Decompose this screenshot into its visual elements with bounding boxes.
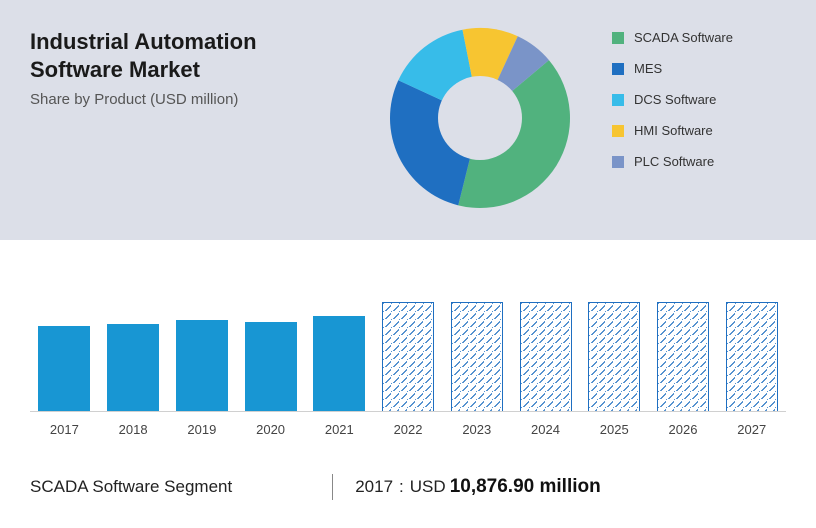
legend-label: PLC Software — [634, 154, 714, 169]
x-axis-label: 2027 — [717, 412, 786, 442]
bar-slot — [511, 272, 580, 412]
x-axis-label: 2018 — [99, 412, 168, 442]
bar — [176, 320, 228, 412]
bar — [382, 302, 434, 412]
legend-swatch — [612, 63, 624, 75]
bar-slot — [374, 272, 443, 412]
bar — [313, 316, 365, 412]
x-axis-label: 2023 — [442, 412, 511, 442]
legend-item: DCS Software — [612, 92, 733, 107]
title-block: Industrial Automation Software Market Sh… — [30, 28, 350, 108]
bar — [588, 302, 640, 412]
legend-swatch — [612, 32, 624, 44]
bar-slot — [649, 272, 718, 412]
legend-item: SCADA Software — [612, 30, 733, 45]
bar-slot — [167, 272, 236, 412]
bar-slot — [30, 272, 99, 412]
bar-slot — [580, 272, 649, 412]
bar — [245, 322, 297, 412]
stat-value: 10,876.90 million — [450, 476, 601, 498]
legend-label: HMI Software — [634, 123, 713, 138]
footer-row: SCADA Software Segment 2017 : USD 10,876… — [30, 474, 786, 500]
bottom-panel: 2017201820192020202120222023202420252026… — [0, 240, 816, 528]
top-panel: Industrial Automation Software Market Sh… — [0, 0, 816, 240]
legend-swatch — [612, 125, 624, 137]
bar — [657, 302, 709, 412]
x-axis-label: 2020 — [236, 412, 305, 442]
legend-item: PLC Software — [612, 154, 733, 169]
bar — [726, 302, 778, 412]
x-axis-label: 2024 — [511, 412, 580, 442]
legend-swatch — [612, 156, 624, 168]
legend-label: MES — [634, 61, 662, 76]
bar-slot — [717, 272, 786, 412]
x-axis-label: 2025 — [580, 412, 649, 442]
x-axis-label: 2017 — [30, 412, 99, 442]
x-axis-label: 2021 — [305, 412, 374, 442]
legend-label: DCS Software — [634, 92, 716, 107]
bar-slot — [236, 272, 305, 412]
bar — [520, 302, 572, 412]
x-axis-label: 2019 — [167, 412, 236, 442]
legend-swatch — [612, 94, 624, 106]
stat-year: 2017 — [355, 477, 393, 497]
x-axis-label: 2022 — [374, 412, 443, 442]
bar-slot — [305, 272, 374, 412]
donut-hole — [438, 76, 522, 160]
x-axis-label: 2026 — [649, 412, 718, 442]
page-subtitle: Share by Product (USD million) — [30, 91, 350, 108]
bar-slot — [442, 272, 511, 412]
donut-chart — [380, 18, 580, 218]
bar-slot — [99, 272, 168, 412]
footer-divider — [332, 474, 333, 500]
legend: SCADA Software MES DCS Software HMI Softwar… — [612, 30, 733, 185]
legend-label: SCADA Software — [634, 30, 733, 45]
segment-label: SCADA Software Segment — [30, 477, 232, 497]
bar — [107, 324, 159, 412]
page-title: Industrial Automation Software Market — [30, 28, 350, 83]
bar-chart: 2017201820192020202120222023202420252026… — [30, 272, 786, 442]
x-axis-labels: 2017201820192020202120222023202420252026… — [30, 412, 786, 442]
bar — [451, 302, 503, 412]
stat-separator: : — [399, 477, 404, 497]
stat-currency: USD — [410, 477, 446, 497]
bar — [38, 326, 90, 412]
legend-item: MES — [612, 61, 733, 76]
legend-item: HMI Software — [612, 123, 733, 138]
bars-row — [30, 272, 786, 412]
